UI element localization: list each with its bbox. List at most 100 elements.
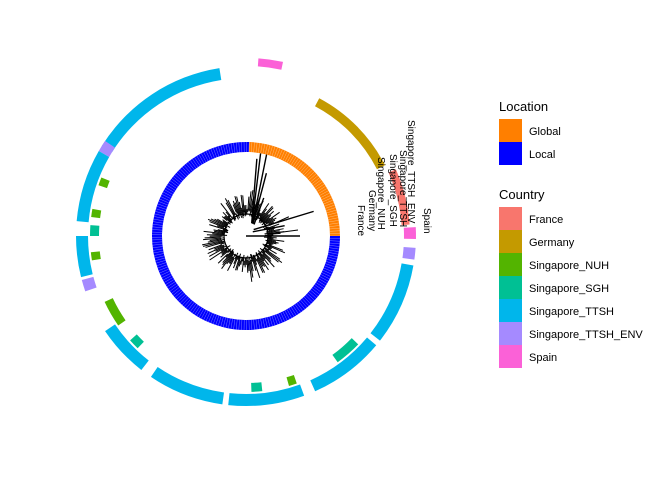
legend-key-singapore-sgh	[499, 276, 522, 299]
location-tick	[298, 162, 306, 171]
tree-branch	[222, 219, 228, 224]
location-tick	[173, 176, 182, 184]
location-tick	[273, 147, 278, 157]
tree-branch	[264, 243, 286, 254]
tree-branch	[213, 229, 229, 234]
tree-branch	[266, 223, 280, 229]
location-tick	[174, 290, 183, 298]
location-tick	[168, 283, 177, 290]
location-tick	[192, 304, 199, 314]
location-tick	[307, 171, 315, 179]
tree-branch	[207, 239, 225, 243]
tip-label-germany: Germany	[366, 190, 377, 231]
legend-label-france: France	[529, 214, 563, 226]
tree-branch	[209, 238, 222, 241]
location-tick	[300, 164, 308, 173]
tree-branch	[222, 250, 234, 263]
tree-branch	[221, 249, 228, 256]
location-tick	[282, 311, 288, 321]
tree-branch	[225, 248, 234, 258]
tree-branch	[260, 210, 275, 224]
location-tick	[262, 143, 266, 154]
tree-branch	[259, 247, 266, 253]
location-tick	[307, 293, 315, 301]
legend-key-germany	[499, 230, 522, 253]
location-tick	[325, 204, 335, 209]
location-tick	[305, 169, 313, 177]
country-segment-singapore-nuh	[104, 298, 126, 326]
location-tick	[160, 271, 170, 276]
location-tick	[203, 152, 209, 162]
location-tick	[329, 230, 340, 232]
location-tick	[296, 302, 303, 311]
tree-branch	[265, 239, 279, 244]
legend-title-location: Location	[499, 99, 548, 114]
location-tick	[300, 299, 308, 308]
location-tick	[271, 146, 276, 157]
legend-label-spain: Spain	[529, 352, 557, 364]
location-tick	[168, 182, 177, 189]
tree-branch	[242, 195, 245, 213]
location-tick	[194, 306, 201, 315]
tree-branch	[227, 249, 232, 254]
tree-branch	[261, 251, 272, 262]
tree-branch	[224, 198, 236, 216]
location-tick	[178, 294, 186, 302]
location-tick	[327, 254, 338, 258]
location-tick	[233, 142, 236, 153]
tree-branch	[259, 253, 269, 266]
tree-branch	[261, 211, 280, 226]
location-tick	[213, 147, 217, 158]
location-tick	[230, 318, 233, 329]
location-tick	[180, 295, 188, 304]
tree-branch	[207, 245, 225, 254]
tree-branch	[256, 257, 266, 273]
legend-label-global: Global	[529, 126, 561, 138]
location-tick	[235, 142, 238, 153]
country-segment-singapore-ttsh	[101, 68, 222, 153]
tree-branch	[255, 212, 262, 221]
location-tick	[158, 201, 168, 206]
tree-branch	[235, 253, 242, 271]
location-tick	[161, 273, 171, 278]
location-tick	[323, 267, 333, 273]
location-tick	[329, 245, 340, 247]
tree-branch	[210, 218, 227, 227]
location-tick	[187, 161, 195, 170]
tree-branch	[262, 253, 275, 268]
legend-label-singapore-sgh: Singapore_SGH	[529, 283, 609, 295]
location-tick	[225, 317, 229, 328]
location-tick	[290, 156, 297, 166]
location-tick	[322, 197, 332, 203]
location-tick	[303, 296, 311, 305]
location-tick	[317, 280, 326, 286]
tree-branch	[263, 247, 270, 251]
country-segment-france	[388, 169, 410, 226]
country-segment-singapore-ttsh-env	[402, 247, 416, 260]
location-tick	[155, 211, 165, 215]
tip-label-france: France	[355, 205, 366, 237]
legend-key-spain	[499, 345, 522, 368]
location-tick	[326, 207, 336, 211]
location-tick	[218, 316, 222, 326]
location-tick	[313, 286, 322, 293]
location-tick	[310, 175, 319, 183]
country-segment-singapore-nuh	[286, 374, 297, 386]
location-tick	[152, 229, 163, 231]
country-segment-singapore-sgh	[90, 225, 100, 236]
location-tick	[305, 295, 313, 303]
tree-long-branch	[250, 158, 258, 224]
tree-branch	[237, 255, 240, 260]
location-tick	[225, 144, 229, 155]
tree-long-branch	[252, 224, 285, 233]
location-tick	[220, 145, 224, 156]
location-tick	[208, 312, 213, 323]
location-tick	[264, 144, 268, 155]
location-tick	[255, 319, 258, 330]
location-tick	[314, 284, 323, 291]
tree-branches	[202, 148, 314, 282]
location-tick	[264, 317, 268, 328]
location-tick	[153, 250, 164, 254]
location-tick	[154, 216, 164, 219]
tree-branch	[258, 205, 273, 222]
